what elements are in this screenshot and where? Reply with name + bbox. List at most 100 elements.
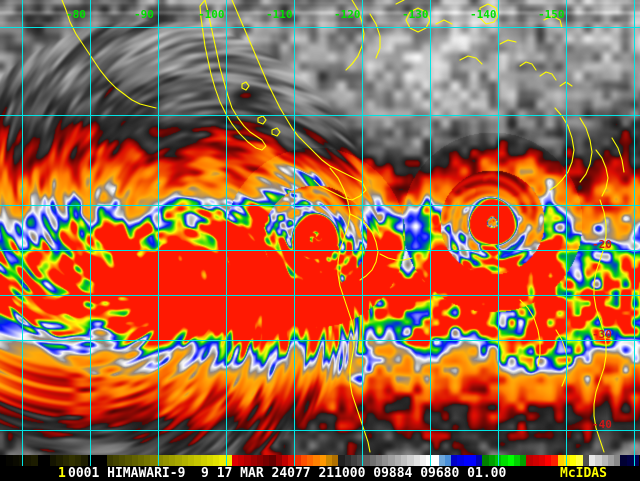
- color-bar-swatch: [169, 455, 176, 466]
- color-bar-swatch: [363, 455, 370, 466]
- color-bar-swatch: [382, 455, 389, 466]
- color-bar-swatch: [557, 455, 564, 466]
- color-bar-tick: [158, 455, 159, 466]
- color-bar-swatch: [595, 455, 602, 466]
- color-bar-swatch: [156, 455, 163, 466]
- longitude-label: -90: [134, 8, 154, 21]
- color-bar-tick: [226, 455, 227, 466]
- color-bar-swatch: [513, 455, 521, 466]
- color-bar-swatch: [388, 455, 395, 466]
- grid-line-vertical: [90, 0, 91, 455]
- color-bar-tick: [634, 455, 635, 466]
- color-bar-swatch: [200, 455, 207, 466]
- grid-line-horizontal: [0, 250, 640, 251]
- color-bar-swatch: [62, 455, 69, 466]
- grid-line-vertical: [362, 0, 363, 455]
- color-bar-swatch: [332, 455, 339, 466]
- longitude-label: -110: [266, 8, 293, 21]
- color-bar-swatch: [632, 455, 640, 466]
- color-bar-swatch: [6, 455, 13, 466]
- color-bar-tick: [566, 455, 567, 466]
- bottom-bar: 1 0001 HIMAWARI-9 9 17 MAR 24077 211000 …: [0, 455, 640, 480]
- color-bar-swatch: [432, 455, 439, 466]
- grid-line-vertical: [566, 0, 567, 455]
- color-bar-swatch: [501, 455, 508, 466]
- longitude-label: -100: [198, 8, 225, 21]
- enhancement-color-bar[interactable]: [0, 455, 640, 466]
- color-bar-swatch: [319, 455, 326, 466]
- longitude-label: -120: [334, 8, 361, 21]
- color-bar-tick: [362, 455, 363, 466]
- color-bar-swatch: [394, 455, 401, 466]
- color-bar-swatch: [131, 455, 138, 466]
- latitude-label: -20: [592, 238, 612, 251]
- color-bar-swatch: [43, 455, 51, 466]
- color-bar-swatch: [563, 455, 571, 466]
- color-bar-swatch: [350, 455, 358, 466]
- color-bar-swatch: [626, 455, 633, 466]
- color-bar-swatch: [463, 455, 470, 466]
- grid-line-horizontal: [0, 27, 640, 28]
- color-bar-swatch: [288, 455, 295, 466]
- color-bar-swatch: [187, 455, 195, 466]
- color-bar-swatch: [300, 455, 308, 466]
- color-bar-swatch: [119, 455, 126, 466]
- grid-line-vertical: [498, 0, 499, 455]
- color-bar-swatch: [68, 455, 76, 466]
- color-bar-swatch: [0, 455, 7, 466]
- color-bar-swatch: [582, 455, 589, 466]
- color-bar-swatch: [181, 455, 188, 466]
- color-bar-swatch: [238, 455, 245, 466]
- grid-line-horizontal: [0, 340, 640, 341]
- color-bar-swatch: [50, 455, 57, 466]
- color-bar-swatch: [401, 455, 408, 466]
- color-bar-swatch: [37, 455, 44, 466]
- grid-line-vertical: [22, 0, 23, 455]
- color-bar-swatch: [526, 455, 533, 466]
- color-bar-swatch: [538, 455, 546, 466]
- infrared-imagery[interactable]: [0, 0, 640, 455]
- color-bar-swatch: [244, 455, 251, 466]
- color-bar-swatch: [206, 455, 214, 466]
- color-bar-swatch: [81, 455, 88, 466]
- color-bar-swatch: [444, 455, 452, 466]
- color-bar-swatch: [281, 455, 289, 466]
- color-bar-swatch: [313, 455, 320, 466]
- color-bar-swatch: [137, 455, 145, 466]
- color-bar-swatch: [426, 455, 433, 466]
- color-bar-swatch: [162, 455, 170, 466]
- color-bar-swatch: [545, 455, 552, 466]
- color-bar-swatch: [100, 455, 107, 466]
- color-bar-swatch: [438, 455, 445, 466]
- longitude-label: -130: [402, 8, 429, 21]
- color-bar-tick: [22, 455, 23, 466]
- mcidas-brand-label: McIDAS: [560, 466, 607, 481]
- color-bar-swatch: [507, 455, 514, 466]
- grid-line-vertical: [158, 0, 159, 455]
- longitude-label: -80: [66, 8, 86, 21]
- color-bar-swatch: [576, 455, 583, 466]
- color-bar-swatch: [570, 455, 577, 466]
- grid-line-horizontal: [0, 430, 640, 431]
- color-bar-swatch: [488, 455, 495, 466]
- color-bar-swatch: [614, 455, 621, 466]
- color-bar-swatch: [213, 455, 220, 466]
- color-bar-swatch: [357, 455, 364, 466]
- color-bar-swatch: [601, 455, 608, 466]
- grid-line-horizontal: [0, 205, 640, 206]
- grid-line-vertical: [634, 0, 635, 455]
- color-bar-swatch: [451, 455, 458, 466]
- color-bar-swatch: [150, 455, 157, 466]
- satellite-image-canvas[interactable]: -80 -90 -100 -110 -120 -130 -140 -150 -2…: [0, 0, 640, 455]
- color-bar-swatch: [457, 455, 464, 466]
- color-bar-swatch: [407, 455, 414, 466]
- color-bar-swatch: [18, 455, 26, 466]
- grid-line-vertical: [226, 0, 227, 455]
- color-bar-swatch: [551, 455, 558, 466]
- grid-line-horizontal: [0, 115, 640, 116]
- map-coastline-overlay: [61, 0, 625, 453]
- longitude-label: -150: [538, 8, 565, 21]
- longitude-label: -140: [470, 8, 497, 21]
- color-bar-swatch: [125, 455, 132, 466]
- color-bar-swatch: [250, 455, 257, 466]
